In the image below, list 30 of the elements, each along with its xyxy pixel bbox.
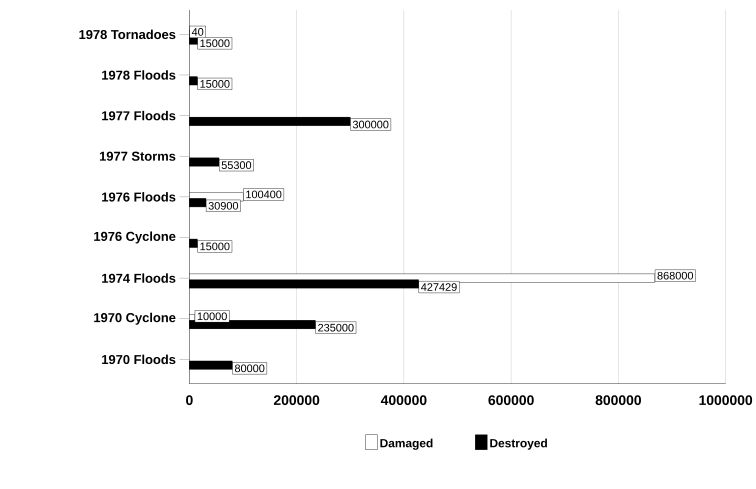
data-label: 30900	[208, 202, 238, 210]
data-label: 427429	[421, 283, 457, 291]
x-tick-label: 1000000	[699, 395, 752, 405]
legend-label: Damaged	[380, 438, 432, 450]
data-label: 15000	[200, 80, 230, 88]
x-tick-label: 200000	[274, 395, 320, 405]
data-label: 10000	[198, 312, 227, 320]
x-tick-label: 600000	[488, 395, 534, 405]
data-label: 15000	[200, 242, 230, 250]
y-tick-label: 1977 Floods	[102, 110, 176, 120]
x-tick-label: 0	[186, 395, 193, 405]
data-label: 868000	[658, 272, 694, 280]
data-label: 235000	[318, 324, 354, 332]
data-label: 40	[192, 28, 204, 36]
y-tick-label: 1977 Storms	[100, 151, 176, 161]
y-tick-label: 1970 Floods	[102, 354, 176, 364]
y-tick-label: 1974 Floods	[102, 273, 176, 283]
legend-label: Destroyed	[490, 438, 547, 450]
y-tick-label: 1978 Tornadoes	[79, 29, 176, 39]
x-tick-label: 400000	[380, 395, 426, 405]
y-tick-label: 1970 Cyclone	[94, 312, 176, 325]
data-label: 15000	[200, 39, 230, 47]
data-label: 80000	[234, 364, 264, 372]
data-label: 300000	[352, 120, 388, 128]
x-tick-label: 800000	[596, 395, 641, 405]
data-label: 100400	[246, 190, 282, 198]
y-tick-label: 1976 Cyclone	[94, 231, 176, 244]
y-tick-label: 1976 Floods	[102, 192, 176, 202]
y-tick-label: 1978 Floods	[102, 70, 176, 80]
data-label: 55300	[222, 161, 252, 169]
